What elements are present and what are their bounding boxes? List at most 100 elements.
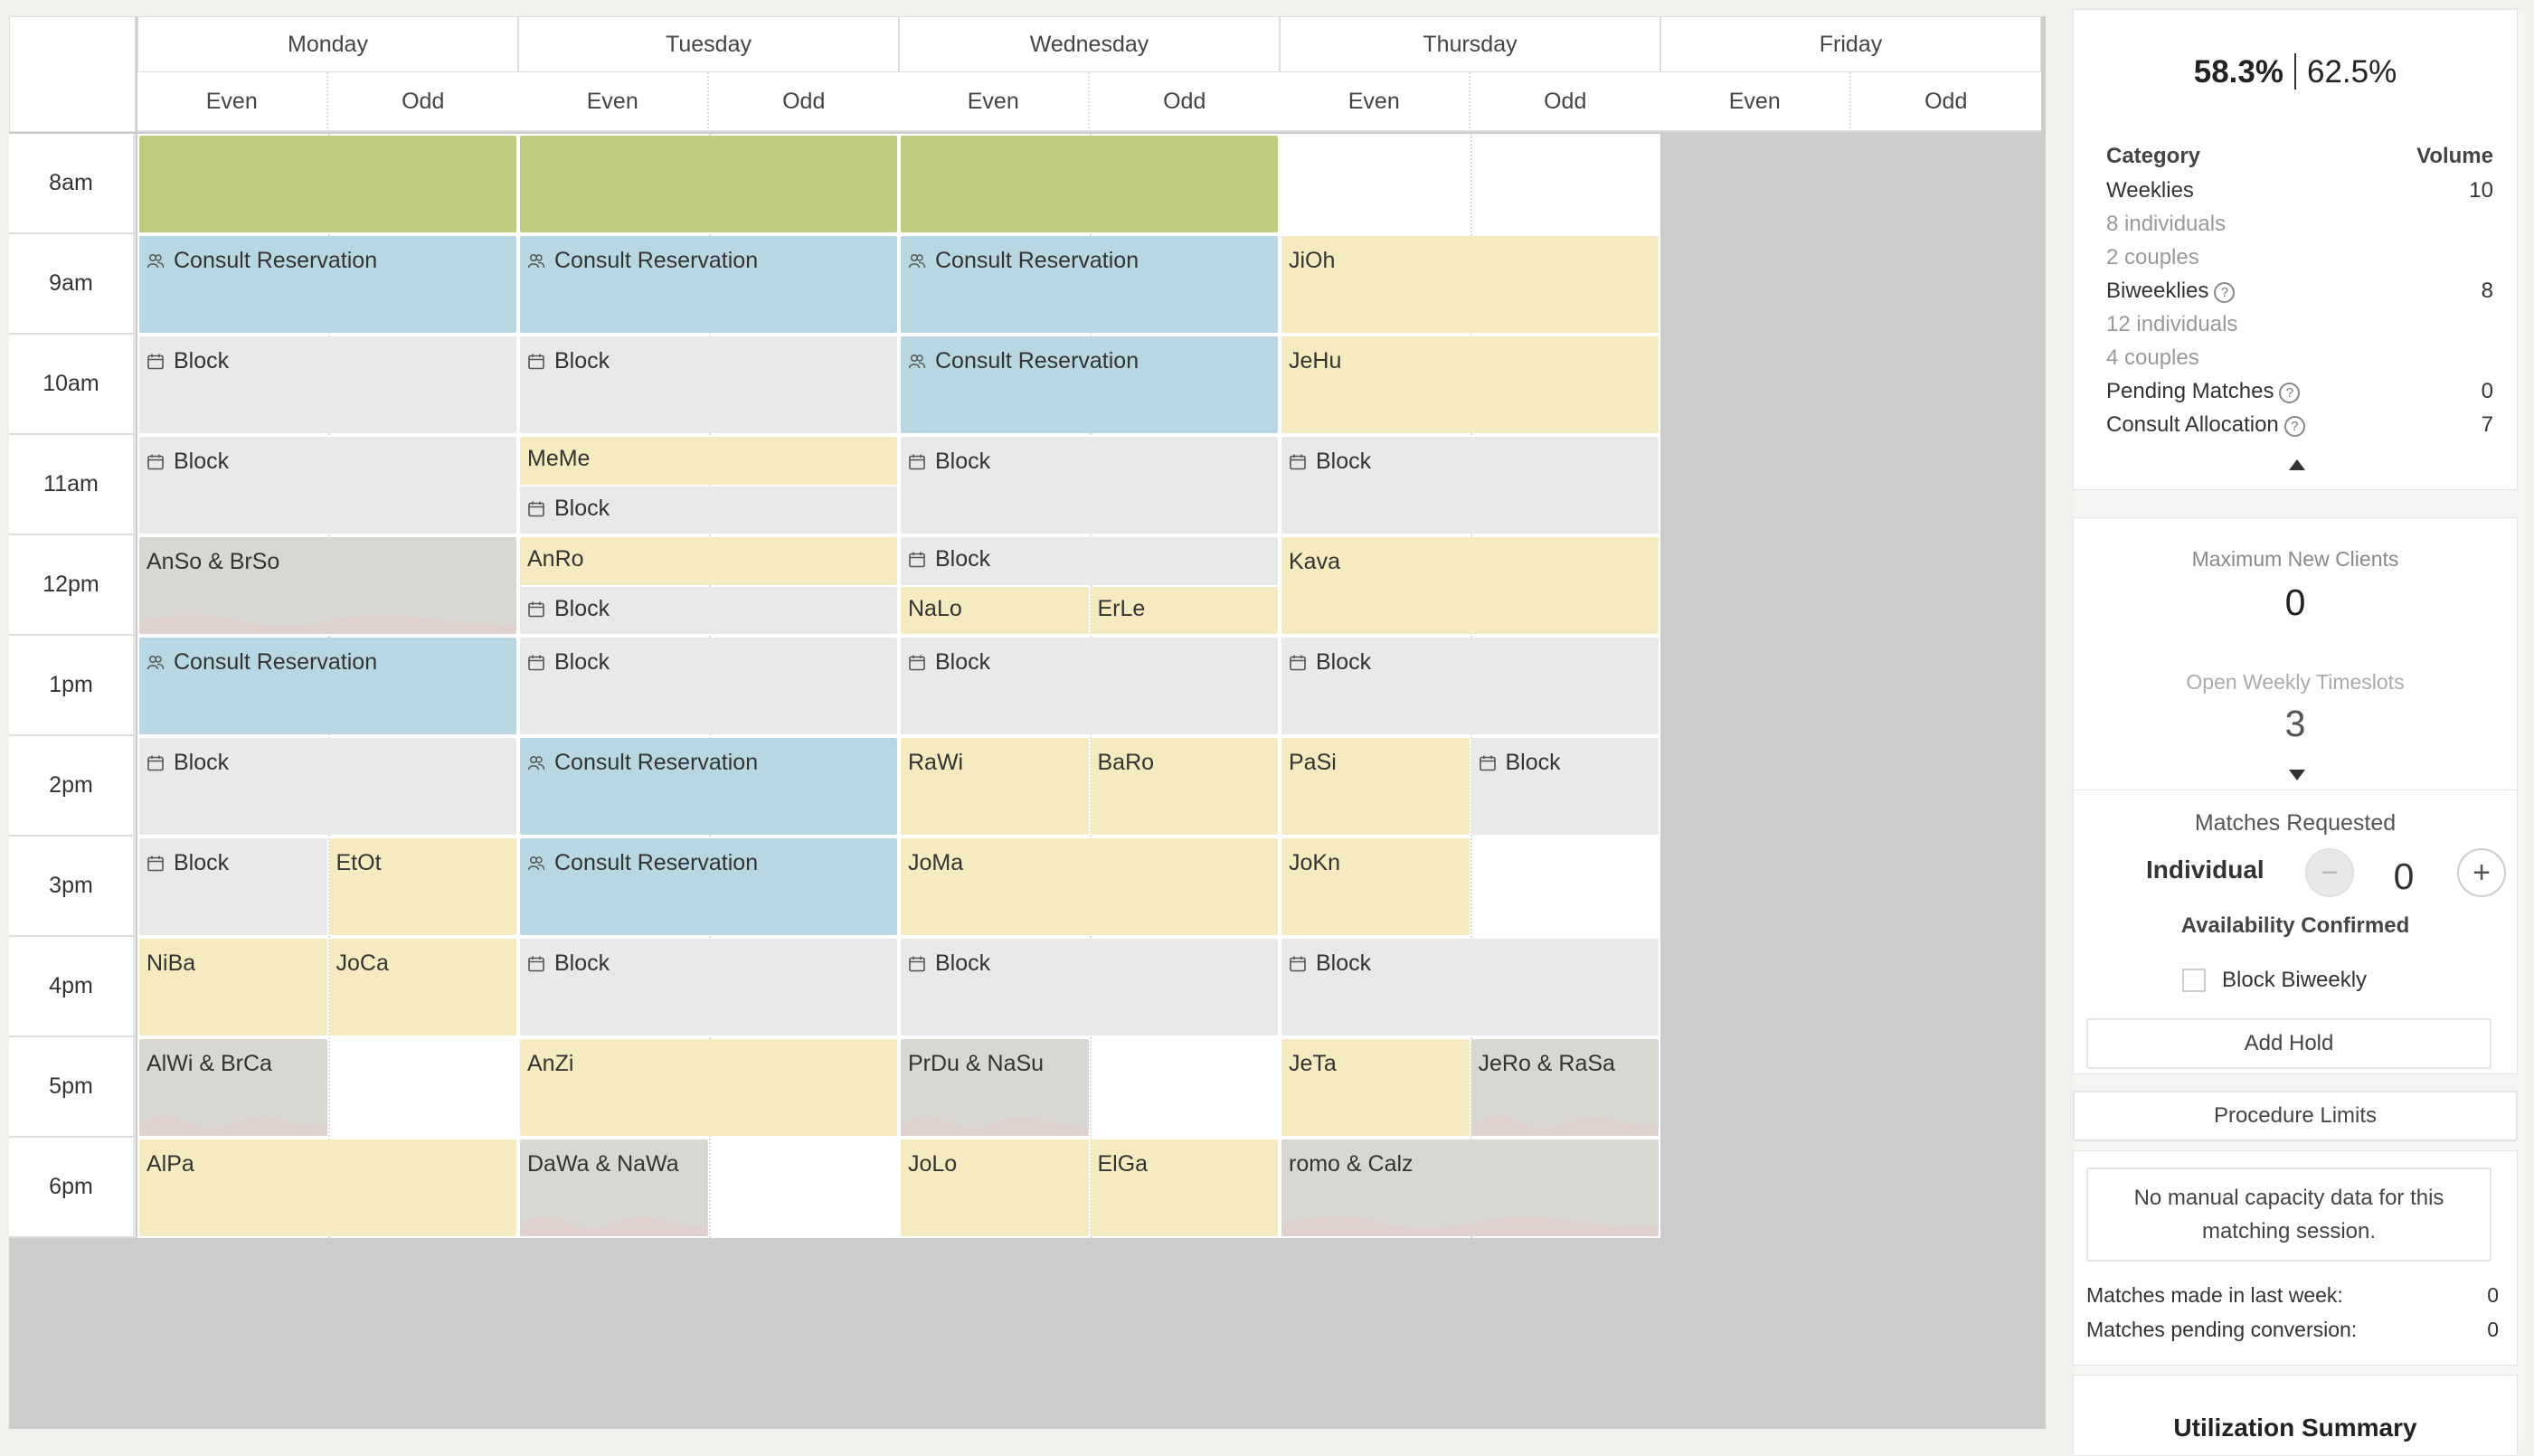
event-joma[interactable]: JoMa [901,838,1278,935]
event-anro[interactable]: AnRo [520,537,897,585]
event-label: PrDu & NaSu [908,1051,1045,1076]
event-consult-reservation[interactable]: Consult Reservation [520,738,897,835]
event-alpa[interactable]: AlPa [139,1139,516,1236]
event-jeta[interactable]: JeTa [1281,1039,1470,1136]
event-block[interactable]: Block [520,336,897,433]
matches-last-week-value: 0 [2487,1283,2499,1307]
event-nalo[interactable]: NaLo [901,586,1089,634]
event-label: Block [1316,649,1372,675]
event-label: ElGa [1097,1151,1149,1177]
event-anso-brso[interactable]: AnSo & BrSo [139,537,516,634]
event-block[interactable]: Block [520,486,897,534]
calendar-icon [908,549,926,575]
event-label: Block [1316,950,1372,976]
day-header-thursday: Thursday [1280,16,1660,72]
event-romo-calz[interactable]: romo & Calz [1281,1139,1659,1236]
event-label: Consult Reservation [554,850,759,875]
event-consult-reservation[interactable]: Consult Reservation [520,236,897,333]
time-label-2pm: 2pm [9,736,136,837]
time-label-10am: 10am [9,335,136,435]
manual-capacity-card: No manual capacity data for this matchin… [2073,1150,2518,1366]
event-meme[interactable]: MeMe [520,437,897,485]
event-alwi-brca[interactable]: AlWi & BrCa [139,1039,327,1136]
event-label: Consult Reservation [174,649,378,675]
collapse-up-icon[interactable] [2289,459,2305,470]
expand-down-icon[interactable] [2289,770,2305,780]
event-kava[interactable]: Kava [1281,537,1659,634]
event-block[interactable]: Block [139,838,327,935]
event-block[interactable]: Block [139,336,516,433]
people-icon [147,652,165,678]
event-joca[interactable]: JoCa [328,939,516,1035]
event-jokn[interactable]: JoKn [1281,838,1470,935]
calendar-icon [527,351,545,377]
event-label: AnRo [527,546,584,572]
event-label: JeRo & RaSa [1478,1051,1615,1076]
increment-button[interactable]: + [2457,848,2506,897]
add-hold-button[interactable]: Add Hold [2086,1018,2491,1069]
people-icon [527,251,545,277]
event-block[interactable]: Block [520,586,897,634]
event-label: Block [174,750,230,775]
help-circle-icon[interactable]: ? [2283,416,2305,437]
event-label: DaWa & NaWa [527,1151,679,1177]
event-block[interactable]: Block [1470,738,1659,835]
event-block[interactable]: Block [1281,437,1659,534]
calendar-icon [527,953,545,979]
event-jero-rasa[interactable]: JeRo & RaSa [1470,1039,1659,1136]
event-slot[interactable] [139,136,516,232]
people-icon [147,251,165,277]
event-label: ErLe [1097,595,1146,621]
match-type-label: Individual [2146,856,2265,884]
consult-allocation-label: Consult Allocation [2106,412,2279,437]
weeklies-value: 10 [2469,178,2493,203]
event-jioh[interactable]: JiOh [1281,236,1659,333]
event-jehu[interactable]: JeHu [1281,336,1659,433]
utilization-summary-title: Utilization Summary [2173,1413,2417,1442]
schedule-calendar: Monday Even Odd Tuesday Even Odd Wednesday Even… [9,16,2046,1429]
event-block[interactable]: Block [901,437,1278,534]
biweeklies-value: 8 [2481,279,2493,303]
help-circle-icon[interactable]: ? [2279,383,2301,403]
event-elga[interactable]: ElGa [1090,1139,1278,1236]
block-biweekly-checkbox[interactable] [2182,969,2206,992]
event-block[interactable]: Block [1281,638,1659,734]
matches-last-week-label: Matches made in last week: [2086,1283,2343,1307]
calendar-icon [1289,652,1307,678]
procedure-limits-button[interactable]: Procedure Limits [2073,1091,2518,1141]
event-jolo[interactable]: JoLo [901,1139,1089,1236]
event-block[interactable]: Block [139,437,516,534]
event-consult-reservation[interactable]: Consult Reservation [520,838,897,935]
event-block[interactable]: Block [520,638,897,734]
help-circle-icon[interactable]: ? [2214,282,2236,303]
event-block[interactable]: Block [901,939,1278,1035]
event-block[interactable]: Block [901,537,1278,585]
event-rawi[interactable]: RaWi [901,738,1089,835]
event-block[interactable]: Block [1281,939,1659,1035]
event-baro[interactable]: BaRo [1090,738,1278,835]
event-dawa-nawa[interactable]: DaWa & NaWa [520,1139,708,1236]
event-block[interactable]: Block [901,638,1278,734]
event-consult-reservation[interactable]: Consult Reservation [901,236,1278,333]
event-block[interactable]: Block [139,738,516,835]
event-consult-reservation[interactable]: Consult Reservation [139,236,516,333]
event-consult-reservation[interactable]: Consult Reservation [139,638,516,734]
decrement-button[interactable]: − [2305,848,2354,897]
event-anzi[interactable]: AnZi [520,1039,897,1136]
event-consult-reservation[interactable]: Consult Reservation [901,336,1278,433]
event-niba[interactable]: NiBa [139,939,327,1035]
event-prdu-nasu[interactable]: PrDu & NaSu [901,1039,1089,1136]
event-label: Kava [1289,549,1340,574]
event-slot[interactable] [901,136,1278,232]
event-label: Block [554,595,610,621]
event-pasi[interactable]: PaSi [1281,738,1470,835]
event-label: JoLo [908,1151,958,1177]
event-block[interactable]: Block [520,939,897,1035]
event-slot[interactable] [520,136,897,232]
event-label: JoMa [908,850,964,875]
time-label-3pm: 3pm [9,837,136,937]
event-erle[interactable]: ErLe [1090,586,1278,634]
event-etot[interactable]: EtOt [328,838,516,935]
block-biweekly-option[interactable]: Block Biweekly [2182,968,2367,993]
time-label-9am: 9am [9,234,136,335]
